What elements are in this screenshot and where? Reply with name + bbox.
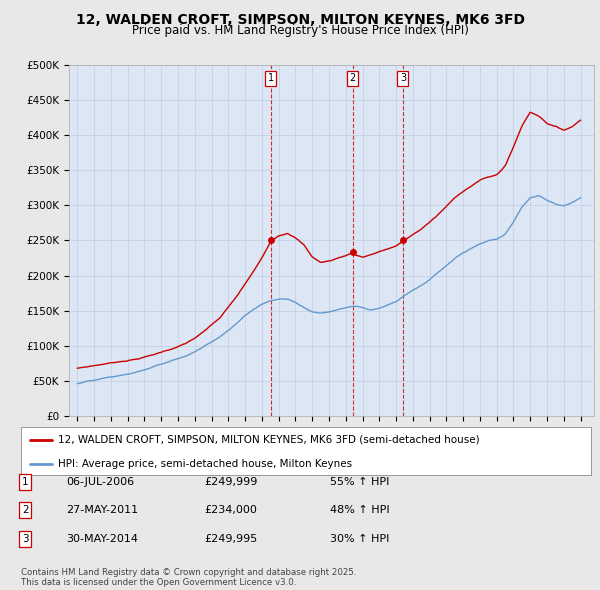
Text: 12, WALDEN CROFT, SIMPSON, MILTON KEYNES, MK6 3FD: 12, WALDEN CROFT, SIMPSON, MILTON KEYNES…	[76, 13, 524, 27]
Text: £234,000: £234,000	[204, 506, 257, 515]
Text: 1: 1	[268, 73, 274, 83]
Text: 2: 2	[350, 73, 356, 83]
Text: 3: 3	[400, 73, 406, 83]
Text: 06-JUL-2006: 06-JUL-2006	[66, 477, 134, 487]
Text: 1: 1	[22, 477, 29, 487]
Text: 3: 3	[22, 534, 29, 543]
Text: 27-MAY-2011: 27-MAY-2011	[66, 506, 138, 515]
Text: 2: 2	[22, 506, 29, 515]
Text: Price paid vs. HM Land Registry's House Price Index (HPI): Price paid vs. HM Land Registry's House …	[131, 24, 469, 37]
Text: 12, WALDEN CROFT, SIMPSON, MILTON KEYNES, MK6 3FD (semi-detached house): 12, WALDEN CROFT, SIMPSON, MILTON KEYNES…	[58, 435, 479, 445]
Text: Contains HM Land Registry data © Crown copyright and database right 2025.
This d: Contains HM Land Registry data © Crown c…	[21, 568, 356, 587]
Text: £249,999: £249,999	[204, 477, 257, 487]
Text: 30% ↑ HPI: 30% ↑ HPI	[330, 534, 389, 543]
Text: 55% ↑ HPI: 55% ↑ HPI	[330, 477, 389, 487]
Text: £249,995: £249,995	[204, 534, 257, 543]
Text: 48% ↑ HPI: 48% ↑ HPI	[330, 506, 389, 515]
Text: HPI: Average price, semi-detached house, Milton Keynes: HPI: Average price, semi-detached house,…	[58, 459, 352, 469]
Text: 30-MAY-2014: 30-MAY-2014	[66, 534, 138, 543]
